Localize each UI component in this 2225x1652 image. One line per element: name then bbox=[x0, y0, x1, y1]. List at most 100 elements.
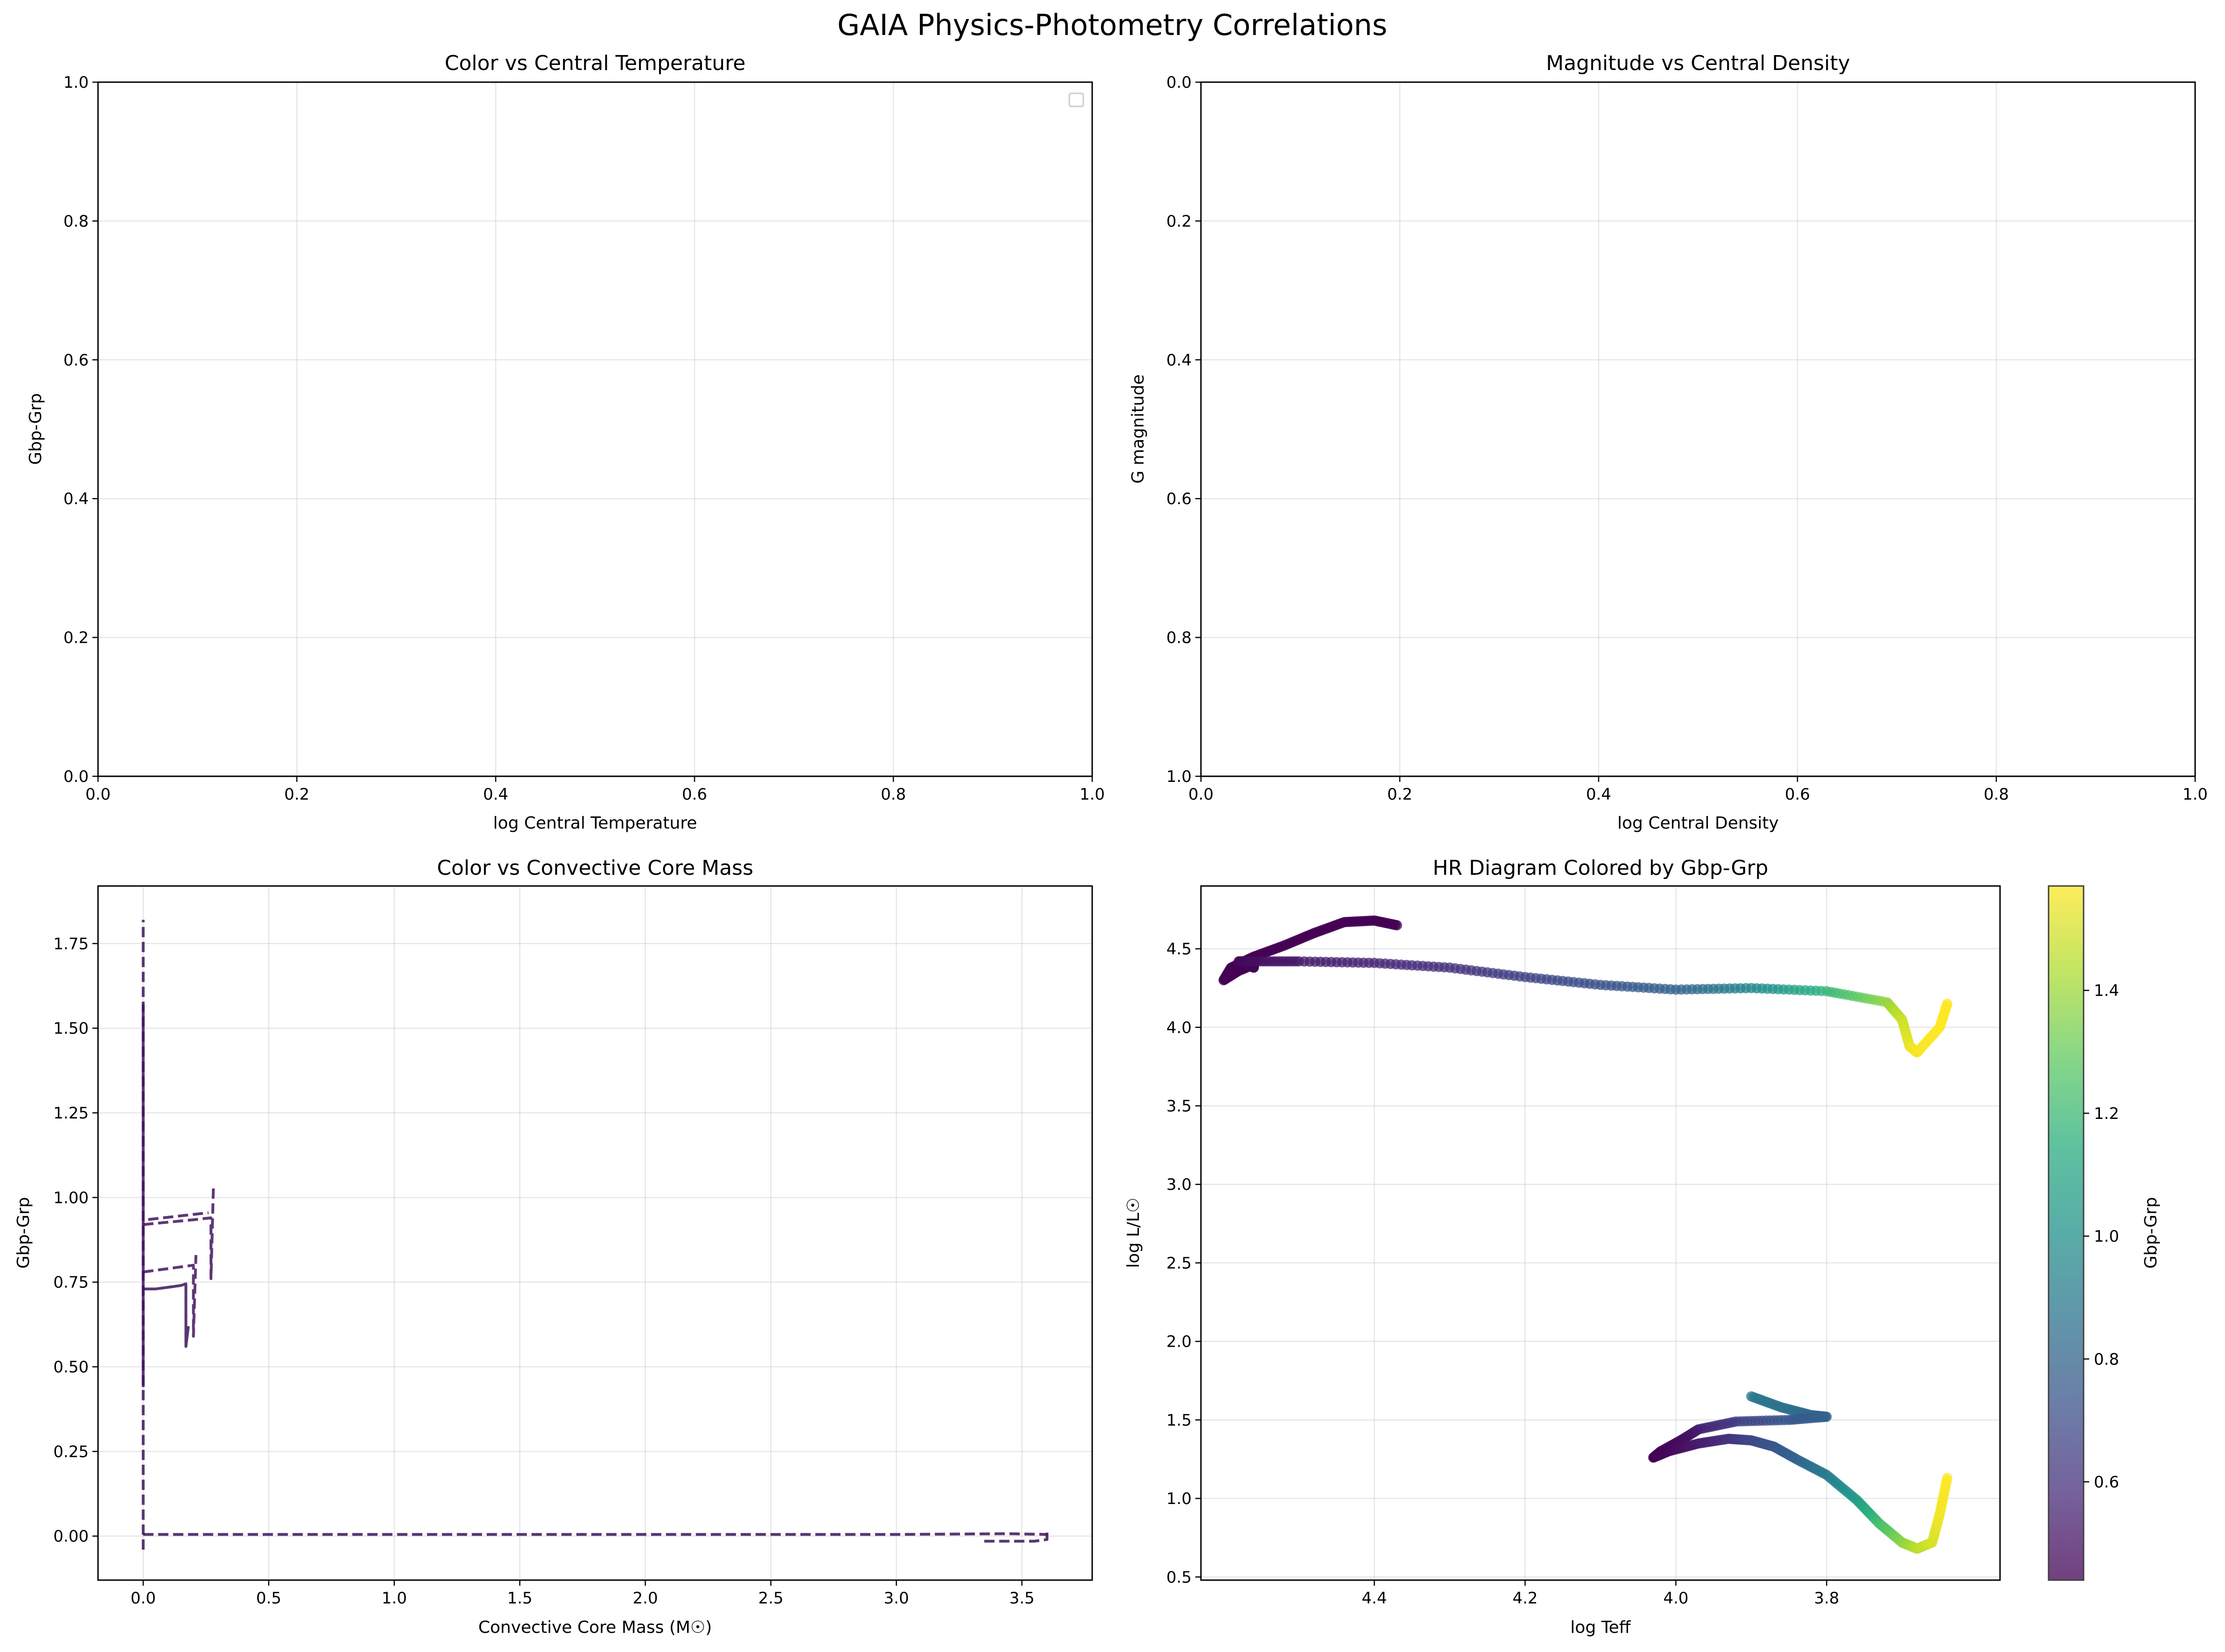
x-tick-label: 1.0 bbox=[2183, 785, 2208, 804]
xticks-2: 0.0 0.2 0.4 0.6 0.8 1.0 bbox=[1188, 776, 2208, 804]
axes-frame-2 bbox=[1200, 81, 2196, 777]
y-tick-label: 0.0 bbox=[1166, 73, 1192, 92]
colorbar-ticks: 0.6 0.8 1.0 1.2 1.4 bbox=[2084, 982, 2119, 1491]
legend-box-1 bbox=[1068, 92, 1084, 107]
x-tick-label: 0.8 bbox=[1984, 785, 2009, 804]
y-tick-label: 0.8 bbox=[63, 212, 89, 231]
y-tick-label: 4.5 bbox=[1166, 940, 1192, 959]
series-line-3 bbox=[984, 1532, 1049, 1543]
x-axis-label-1: log Central Temperature bbox=[493, 814, 697, 833]
x-tick-label: 0.0 bbox=[1188, 785, 1214, 804]
y-axis-label-4: log L/L☉ bbox=[1124, 1198, 1143, 1268]
y-tick-label: 0.4 bbox=[63, 490, 89, 508]
grid-4 bbox=[1201, 886, 2000, 1580]
y-tick-label: 4.0 bbox=[1166, 1019, 1192, 1037]
y-tick-label: 3.0 bbox=[1166, 1175, 1192, 1194]
x-tick-label: 0.6 bbox=[682, 785, 707, 804]
y-tick-label: 0.75 bbox=[53, 1273, 89, 1292]
x-tick-label: 0.0 bbox=[85, 785, 111, 804]
yticks-1: 0.0 0.2 0.4 0.6 0.8 1.0 bbox=[63, 73, 98, 786]
subplot-magnitude-vs-central-density: 0.0 0.2 0.4 0.6 0.8 1.0 0.0 0.2 0.4 0.6 0.8 1.0 Ma… bbox=[1129, 51, 2208, 833]
y-tick-label: 0.25 bbox=[53, 1442, 89, 1461]
xticks-1: 0.0 0.2 0.4 0.6 0.8 1.0 bbox=[85, 776, 1105, 804]
colorbar-tick-label: 1.2 bbox=[2094, 1104, 2119, 1123]
series-line-2 bbox=[143, 1532, 1047, 1536]
y-tick-label: 0.2 bbox=[63, 629, 89, 647]
y-tick-label: 0.4 bbox=[1166, 351, 1192, 370]
y-axis-label-1: Gbp-Grp bbox=[26, 393, 45, 464]
axes-frame-4 bbox=[1200, 885, 2001, 1581]
hr-point bbox=[1942, 998, 1952, 1009]
series-line-5 bbox=[143, 1282, 190, 1348]
y-tick-label: 2.5 bbox=[1166, 1254, 1192, 1272]
subplot-color-vs-central-temperature: 0.0 0.2 0.4 0.6 0.8 1.0 0.0 0.2 0.4 0.6 0.8 1.0 Co… bbox=[26, 51, 1105, 833]
y-axis-label-2: G magnitude bbox=[1129, 374, 1148, 484]
x-tick-label: 3.8 bbox=[1814, 1589, 1839, 1608]
grid-1 bbox=[97, 81, 1093, 777]
y-tick-label: 1.75 bbox=[53, 935, 89, 953]
hr-point bbox=[1942, 1473, 1952, 1483]
x-tick-label: 0.2 bbox=[1387, 785, 1412, 804]
x-tick-label: 3.0 bbox=[884, 1589, 909, 1608]
series-line-7 bbox=[143, 1184, 215, 1280]
x-tick-label: 0.4 bbox=[483, 785, 508, 804]
yticks-3: 0.00 0.25 0.50 0.75 1.00 1.25 1.50 1.75 bbox=[53, 935, 98, 1546]
y-tick-label: 1.25 bbox=[53, 1104, 89, 1123]
y-tick-label: 0.00 bbox=[53, 1527, 89, 1546]
subplot-color-vs-convective-core-mass: 0.0 0.5 1.0 1.5 2.0 2.5 3.0 3.5 0.00 0.25 0.50 0.7… bbox=[14, 856, 1093, 1637]
x-tick-label: 4.2 bbox=[1512, 1589, 1537, 1608]
x-tick-label: 0.2 bbox=[284, 785, 309, 804]
x-tick-label: 4.4 bbox=[1362, 1589, 1387, 1608]
xticks-3: 0.0 0.5 1.0 1.5 2.0 2.5 3.0 3.5 bbox=[131, 1580, 1034, 1608]
x-tick-label: 0.8 bbox=[881, 785, 906, 804]
y-tick-label: 0.0 bbox=[63, 767, 89, 786]
yticks-4: 0.5 1.0 1.5 2.0 2.5 3.0 3.5 4.0 4.5 bbox=[1166, 940, 1201, 1587]
x-tick-label: 2.5 bbox=[758, 1589, 783, 1608]
grid-3 bbox=[98, 886, 1092, 1580]
x-tick-label: 0.5 bbox=[256, 1589, 281, 1608]
subplot-title-2: Magnitude vs Central Density bbox=[1546, 51, 1850, 75]
x-tick-label: 4.0 bbox=[1663, 1589, 1688, 1608]
colorbar-tick-label: 1.4 bbox=[2094, 982, 2119, 1000]
series-line-8 bbox=[148, 1211, 209, 1221]
x-axis-label-2: log Central Density bbox=[1617, 814, 1779, 833]
series-line-6 bbox=[143, 1255, 197, 1338]
yticks-2: 0.0 0.2 0.4 0.6 0.8 1.0 bbox=[1166, 73, 1201, 786]
y-tick-label: 0.5 bbox=[1166, 1568, 1192, 1587]
x-tick-label: 0.6 bbox=[1785, 785, 1810, 804]
subplot-title-3: Color vs Convective Core Mass bbox=[437, 856, 753, 880]
colorbar-tick-label: 0.6 bbox=[2094, 1473, 2119, 1491]
subplot-hr-diagram: 4.4 4.2 4.0 3.8 0.5 1.0 1.5 2.0 2.5 3.0 3.5 4.0 4.5… bbox=[1124, 856, 2161, 1637]
colorbar bbox=[2048, 885, 2085, 1581]
y-tick-label: 0.8 bbox=[1166, 629, 1192, 647]
y-tick-label: 1.5 bbox=[1166, 1411, 1192, 1430]
y-tick-label: 1.0 bbox=[1166, 767, 1192, 786]
axes-frame-3 bbox=[97, 885, 1093, 1581]
y-tick-label: 2.0 bbox=[1166, 1333, 1192, 1351]
y-axis-label-3: Gbp-Grp bbox=[14, 1197, 33, 1268]
x-tick-label: 3.5 bbox=[1009, 1589, 1034, 1608]
y-tick-label: 0.2 bbox=[1166, 212, 1192, 231]
subplot-title-4: HR Diagram Colored by Gbp-Grp bbox=[1433, 856, 1769, 880]
x-tick-label: 0.4 bbox=[1586, 785, 1611, 804]
colorbar-tick-label: 0.8 bbox=[2094, 1350, 2119, 1369]
xticks-4: 4.4 4.2 4.0 3.8 bbox=[1362, 1580, 1839, 1608]
y-tick-label: 1.0 bbox=[1166, 1490, 1192, 1508]
points-4 bbox=[1218, 915, 1952, 1554]
y-tick-label: 0.6 bbox=[63, 351, 89, 370]
y-tick-label: 1.00 bbox=[53, 1188, 89, 1207]
axes-frame-1 bbox=[97, 81, 1093, 777]
colorbar-tick-label: 1.0 bbox=[2094, 1227, 2119, 1246]
subplot-title-1: Color vs Central Temperature bbox=[445, 51, 746, 75]
colorbar-label: Gbp-Grp bbox=[2141, 1197, 2161, 1268]
y-tick-label: 0.50 bbox=[53, 1358, 89, 1377]
x-tick-label: 1.0 bbox=[382, 1589, 407, 1608]
grid-2 bbox=[1200, 81, 2196, 777]
x-tick-label: 2.0 bbox=[633, 1589, 658, 1608]
x-tick-label: 1.0 bbox=[1080, 785, 1105, 804]
y-tick-label: 0.6 bbox=[1166, 490, 1192, 508]
y-tick-label: 1.50 bbox=[53, 1019, 89, 1038]
y-tick-label: 3.5 bbox=[1166, 1097, 1192, 1116]
lines-3 bbox=[141, 920, 1049, 1550]
